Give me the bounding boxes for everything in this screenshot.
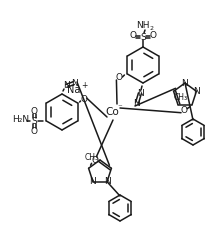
Text: N: N: [193, 87, 200, 96]
Text: O: O: [31, 106, 38, 116]
Text: N: N: [90, 177, 96, 186]
Text: 2: 2: [149, 26, 153, 30]
Text: O: O: [150, 32, 157, 40]
Text: N: N: [137, 88, 143, 98]
Text: O: O: [31, 126, 38, 136]
Text: N: N: [182, 78, 188, 88]
Text: Co: Co: [105, 107, 119, 117]
Text: O: O: [129, 32, 136, 40]
Text: N: N: [63, 82, 69, 90]
Text: +: +: [81, 80, 87, 90]
Text: N: N: [71, 78, 77, 88]
Text: S: S: [32, 116, 37, 126]
Text: ⁻: ⁻: [118, 104, 122, 112]
Text: O: O: [91, 156, 98, 165]
Text: CH₃: CH₃: [85, 154, 99, 162]
Text: N: N: [134, 98, 140, 108]
Text: O: O: [181, 106, 187, 115]
Text: N: N: [104, 177, 111, 186]
Text: H₂N: H₂N: [12, 116, 29, 124]
Text: O: O: [116, 74, 123, 82]
Text: S: S: [140, 32, 146, 42]
Text: O: O: [80, 96, 87, 104]
Text: Na: Na: [67, 85, 81, 95]
Text: NH: NH: [136, 22, 150, 30]
Text: CH₃: CH₃: [174, 93, 188, 102]
